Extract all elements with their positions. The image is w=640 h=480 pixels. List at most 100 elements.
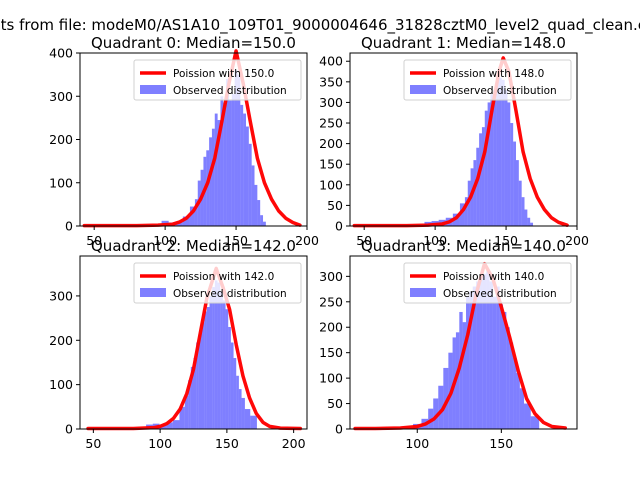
histogram-bar	[179, 406, 185, 429]
panel-quadrant-2: 50 100 150 200 0 100 200 300 Quadrant 2: Median=…	[49, 237, 308, 451]
x-tick-label: 50	[86, 233, 102, 248]
histogram-bar	[244, 409, 251, 429]
histogram-bar	[243, 113, 246, 226]
x-tick-label: 200	[565, 233, 589, 248]
legend-box	[133, 59, 302, 101]
y-tick-label: 150	[319, 345, 343, 360]
histogram-bar	[530, 222, 534, 226]
panel-title: Quadrant 1: Median=148.0	[361, 34, 566, 52]
histogram-bar	[521, 197, 525, 226]
y-tick-label: 200	[49, 132, 73, 147]
y-tick-label: 100	[49, 175, 73, 190]
panel-title: Quadrant 3: Median=140.0	[361, 237, 566, 255]
histogram-bar	[459, 311, 463, 429]
y-tick-label: 50	[327, 396, 343, 411]
histogram-bar	[467, 180, 471, 226]
histogram-bar	[209, 137, 212, 226]
x-tick-label: 50	[85, 436, 101, 451]
histogram-bar	[230, 342, 234, 429]
legend-fit-label: Poission with 140.0	[443, 271, 544, 283]
histogram-bar	[220, 291, 223, 429]
histogram-bar	[236, 375, 239, 429]
histogram-bar	[513, 357, 517, 429]
histogram-bar	[503, 311, 507, 429]
histogram-bar	[438, 385, 444, 429]
axes-frame	[349, 52, 578, 227]
y-tick-label: 0	[335, 422, 343, 437]
x-tick-label: 200	[295, 233, 319, 248]
histogram-bar	[223, 102, 227, 226]
histogram-bar	[220, 96, 224, 226]
histogram-bar	[515, 160, 519, 226]
x-tick-label: 150	[224, 233, 248, 248]
histogram-bar	[228, 100, 232, 226]
histogram-bar	[462, 322, 467, 429]
histogram-bar	[248, 143, 252, 226]
histogram-bar	[493, 90, 497, 226]
legend-fit-label: Poission with 150.0	[173, 68, 274, 80]
histogram-bar	[241, 397, 245, 429]
histogram-bar	[204, 311, 207, 429]
histogram-bar	[459, 203, 465, 226]
y-tick-label: 300	[319, 95, 343, 110]
histogram-bar	[530, 416, 540, 429]
histogram-bar	[245, 126, 249, 226]
legend-observed-swatch	[140, 288, 166, 297]
x-tick-label: 200	[282, 436, 306, 451]
legend-box	[133, 262, 302, 304]
histogram-bar	[237, 74, 241, 227]
histogram-bar	[196, 342, 199, 429]
histogram-bar	[482, 273, 487, 429]
histogram-bar	[190, 366, 194, 429]
axes-frame	[79, 255, 308, 430]
histogram-bar	[251, 165, 255, 226]
histogram-bar	[238, 389, 242, 429]
histogram-bar	[225, 309, 229, 429]
histogram-bar	[212, 287, 215, 429]
y-tick-label: 0	[65, 422, 73, 437]
histogram-bar	[254, 184, 258, 226]
histogram-bar	[524, 403, 531, 429]
x-tick-label: 100	[423, 233, 447, 248]
y-tick-label: 100	[49, 377, 73, 392]
y-tick-label: 100	[319, 371, 343, 386]
panel-quadrant-3: 100 150 0 50 100 150 200 250 300 Quadrant 3: Medi…	[319, 237, 578, 451]
histogram-bar	[496, 286, 500, 429]
histogram-bar	[484, 110, 488, 226]
legend-box	[403, 262, 572, 304]
histogram-bar	[455, 332, 460, 429]
y-tick-label: 100	[319, 177, 343, 192]
y-tick-label: 300	[49, 288, 73, 303]
y-tick-label: 150	[319, 157, 343, 172]
legend-observed-label: Observed distribution	[443, 85, 557, 97]
histogram-bar	[201, 322, 205, 429]
histogram-bar	[228, 326, 231, 429]
histogram-bar	[506, 327, 510, 429]
x-tick-label: 150	[489, 436, 513, 451]
histogram-bar	[189, 206, 195, 226]
histogram-bar	[172, 420, 180, 429]
histogram-bar	[214, 113, 218, 226]
y-tick-label: 200	[319, 320, 343, 335]
histogram-bar	[499, 304, 504, 429]
histogram-bar	[496, 81, 499, 226]
y-tick-label: 300	[49, 89, 73, 104]
histogram-bar	[490, 94, 494, 226]
histogram-bar	[472, 286, 477, 429]
y-tick-label: 200	[319, 136, 343, 151]
histogram-bar	[433, 398, 439, 429]
histogram-bar	[510, 123, 514, 226]
x-tick-label: 100	[153, 233, 177, 248]
legend-observed-label: Observed distribution	[173, 288, 287, 300]
histogram-bar	[524, 209, 528, 226]
histogram-bar	[466, 296, 470, 429]
histogram-bar	[498, 77, 502, 227]
histogram-bar	[464, 197, 468, 226]
histogram-bar	[194, 199, 198, 226]
histogram-bar	[473, 160, 477, 226]
histogram-bar	[193, 358, 197, 429]
histogram-bar	[492, 296, 497, 429]
legend-fit-label: Poission with 142.0	[173, 271, 274, 283]
histogram-bar	[182, 216, 190, 226]
